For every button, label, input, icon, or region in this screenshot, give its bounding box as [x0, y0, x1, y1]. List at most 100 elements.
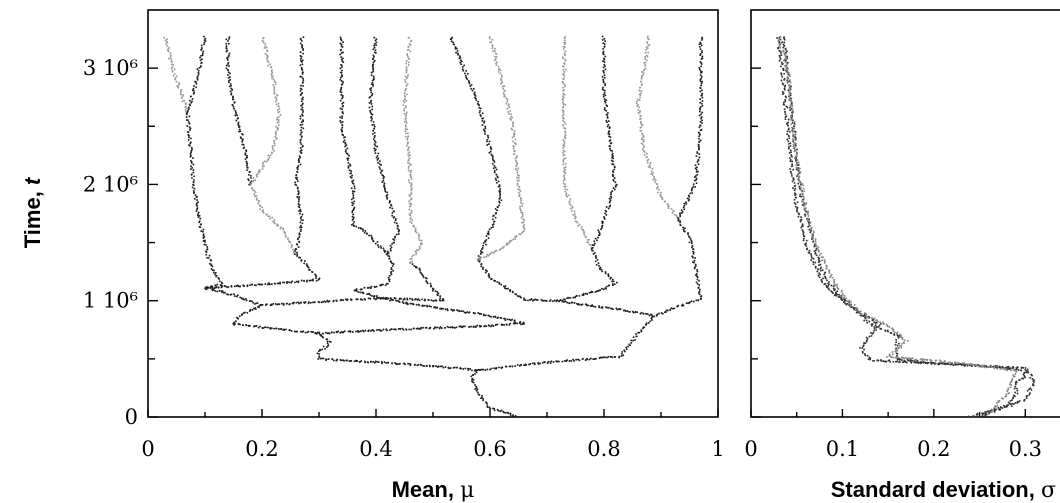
data-point [234, 111, 237, 114]
data-point [604, 209, 607, 212]
data-point [170, 58, 173, 61]
data-point [575, 302, 578, 305]
data-point [300, 131, 303, 134]
data-point [299, 138, 302, 141]
data-point [288, 281, 291, 284]
data-point [266, 49, 268, 52]
data-point [507, 110, 510, 113]
data-point [463, 325, 466, 328]
data-point [645, 48, 648, 51]
data-point [585, 236, 587, 239]
data-point [164, 39, 167, 42]
data-point [483, 256, 486, 259]
data-point [197, 74, 199, 77]
data-point [386, 297, 389, 300]
data-point [527, 299, 529, 302]
data-point [802, 184, 805, 187]
data-point [302, 111, 304, 113]
data-point [460, 310, 463, 313]
data-point [186, 107, 188, 110]
mean-x-tick-label: 0.6 [473, 437, 506, 461]
data-point [611, 163, 614, 166]
data-point [392, 210, 395, 213]
data-point [228, 37, 230, 40]
data-point [492, 214, 495, 217]
data-point [499, 196, 502, 199]
data-point [370, 234, 373, 237]
data-point [295, 301, 298, 304]
data-point [368, 234, 371, 237]
data-point [642, 135, 645, 138]
data-point [200, 44, 203, 47]
std-plot-frame [750, 9, 1060, 418]
data-point [340, 45, 343, 48]
data-point [418, 247, 421, 250]
data-point [981, 414, 984, 417]
data-point [259, 208, 262, 211]
data-point [310, 270, 313, 273]
data-point [503, 287, 506, 289]
data-point [859, 314, 862, 317]
data-point [390, 273, 393, 276]
data-point [802, 187, 805, 190]
data-point [370, 86, 373, 89]
data-point [493, 279, 495, 282]
data-point [644, 56, 647, 58]
data-point [444, 366, 447, 368]
data-point [324, 301, 327, 303]
data-point [473, 91, 476, 94]
data-point [937, 363, 940, 366]
data-point [799, 220, 802, 223]
data-point [505, 365, 508, 368]
data-point [385, 329, 388, 332]
data-point [301, 109, 304, 112]
data-point [940, 361, 943, 364]
data-point [797, 182, 800, 185]
data-point [198, 214, 201, 217]
data-point [783, 87, 786, 90]
data-point [249, 308, 252, 311]
data-point [262, 161, 265, 164]
data-point [789, 168, 792, 170]
data-point [806, 247, 809, 250]
data-point [266, 213, 269, 216]
data-point [384, 284, 387, 287]
data-point [372, 78, 375, 81]
data-point [605, 99, 608, 102]
data-point [408, 157, 411, 160]
data-point [896, 354, 898, 357]
data-point [373, 127, 376, 130]
data-point [477, 368, 480, 371]
data-point [1023, 371, 1026, 374]
data-point [911, 359, 914, 362]
data-point [565, 359, 568, 362]
data-point [906, 339, 909, 342]
data-point [818, 276, 821, 279]
data-point [300, 135, 303, 138]
data-point [828, 269, 831, 272]
data-point [388, 280, 391, 283]
data-point [312, 330, 315, 333]
data-point [392, 241, 395, 244]
data-point [340, 66, 343, 69]
data-point [495, 211, 498, 214]
data-point [209, 258, 212, 261]
data-point [302, 77, 304, 80]
data-point [635, 102, 638, 105]
data-point [786, 106, 789, 109]
data-point [681, 303, 684, 306]
data-point [314, 273, 316, 276]
data-point [222, 291, 225, 294]
data-point [466, 367, 469, 370]
data-point [341, 123, 344, 126]
data-point [567, 296, 570, 299]
data-point [320, 301, 323, 304]
data-point [696, 270, 699, 273]
data-point [485, 325, 488, 328]
data-point [396, 227, 399, 230]
data-point [814, 242, 817, 245]
data-point [424, 326, 427, 329]
data-point [265, 160, 268, 163]
data-point [196, 76, 199, 79]
data-point [892, 356, 895, 359]
